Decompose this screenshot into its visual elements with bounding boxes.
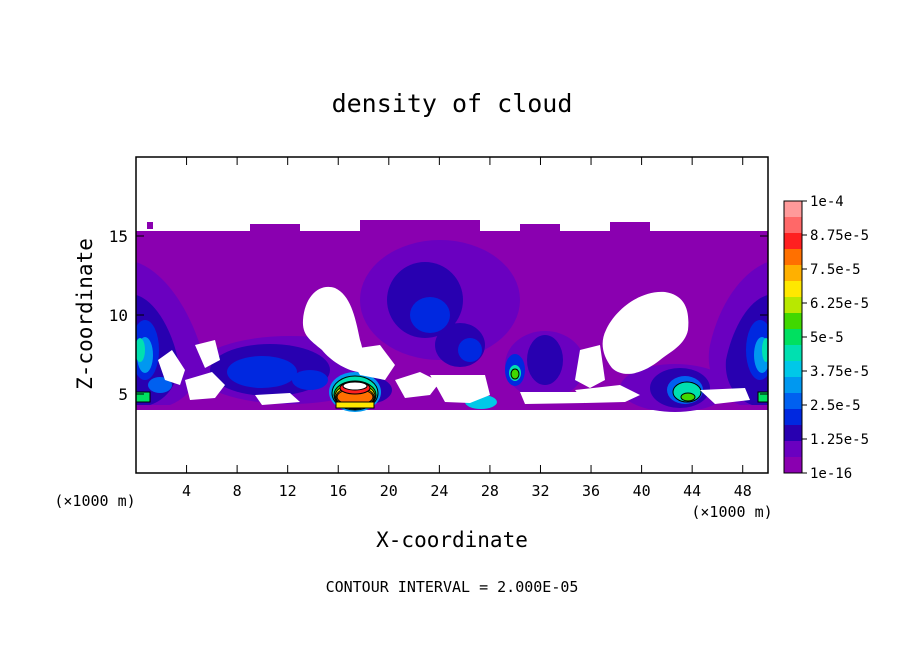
x-unit-left: (×1000 m) — [54, 492, 135, 510]
colorbar-swatch — [784, 425, 802, 442]
colorbar-swatch — [784, 377, 802, 394]
colorbar-swatch — [784, 361, 802, 378]
colorbar-label: 8.75e-5 — [810, 228, 869, 244]
colorbar-swatch — [784, 249, 802, 266]
colorbar-swatch — [784, 297, 802, 314]
y-tick-label: 10 — [109, 306, 128, 325]
cloud-cores — [136, 338, 768, 403]
x-tick-label: 40 — [633, 482, 651, 500]
x-tick-label: 28 — [481, 482, 499, 500]
x-tick-label: 32 — [531, 482, 549, 500]
colorbar-labels: 1e-4 8.75e-5 7.5e-5 6.25e-5 5e-5 3.75e-5 2.5e-… — [802, 194, 869, 482]
x-unit-right: (×1000 m) — [691, 503, 772, 521]
x-axis-ticks: 4 8 12 16 20 24 28 32 36 40 44 48 — [182, 157, 752, 500]
colorbar-label: 1e-16 — [810, 466, 852, 482]
x-tick-label: 4 — [182, 482, 191, 500]
y-axis-ticks: 5 10 15 — [109, 227, 768, 404]
cloud-free-regions — [158, 286, 750, 405]
colorbar-swatch — [784, 457, 802, 474]
chart-title: density of cloud — [332, 89, 573, 118]
y-tick-label: 5 — [118, 385, 128, 404]
colorbar — [783, 200, 803, 474]
colorbar-label: 6.25e-5 — [810, 296, 869, 312]
x-tick-label: 20 — [380, 482, 398, 500]
x-tick-label: 48 — [734, 482, 752, 500]
colorbar-label: 2.5e-5 — [810, 398, 861, 414]
colorbar-label: 5e-5 — [810, 330, 844, 346]
colorbar-label: 7.5e-5 — [810, 262, 861, 278]
x-tick-label: 8 — [233, 482, 242, 500]
colorbar-swatch — [784, 441, 802, 458]
contour-interval-note: CONTOUR INTERVAL = 2.000E-05 — [326, 578, 579, 596]
colorbar-swatch — [784, 409, 802, 426]
colorbar-swatch — [784, 313, 802, 330]
plot-area — [136, 157, 768, 473]
colorbar-swatch — [784, 217, 802, 234]
colorbar-swatch — [784, 393, 802, 410]
y-axis-label: Z-coordinate — [73, 238, 97, 390]
x-tick-label: 24 — [430, 482, 448, 500]
y-tick-label: 15 — [109, 227, 128, 246]
colorbar-label: 3.75e-5 — [810, 364, 869, 380]
x-tick-label: 16 — [329, 482, 347, 500]
colorbar-swatch — [784, 329, 802, 346]
colorbar-label: 1e-4 — [810, 194, 844, 210]
x-tick-label: 12 — [279, 482, 297, 500]
intense-core — [329, 372, 381, 412]
x-axis-label: X-coordinate — [376, 528, 528, 552]
colorbar-swatch — [784, 201, 802, 218]
colorbar-swatch — [784, 233, 802, 250]
x-tick-label: 36 — [582, 482, 600, 500]
colorbar-swatch — [784, 281, 802, 298]
colorbar-swatch — [784, 345, 802, 362]
colorbar-label: 1.25e-5 — [810, 432, 869, 448]
colorbar-swatch — [784, 265, 802, 282]
x-tick-label: 44 — [683, 482, 701, 500]
